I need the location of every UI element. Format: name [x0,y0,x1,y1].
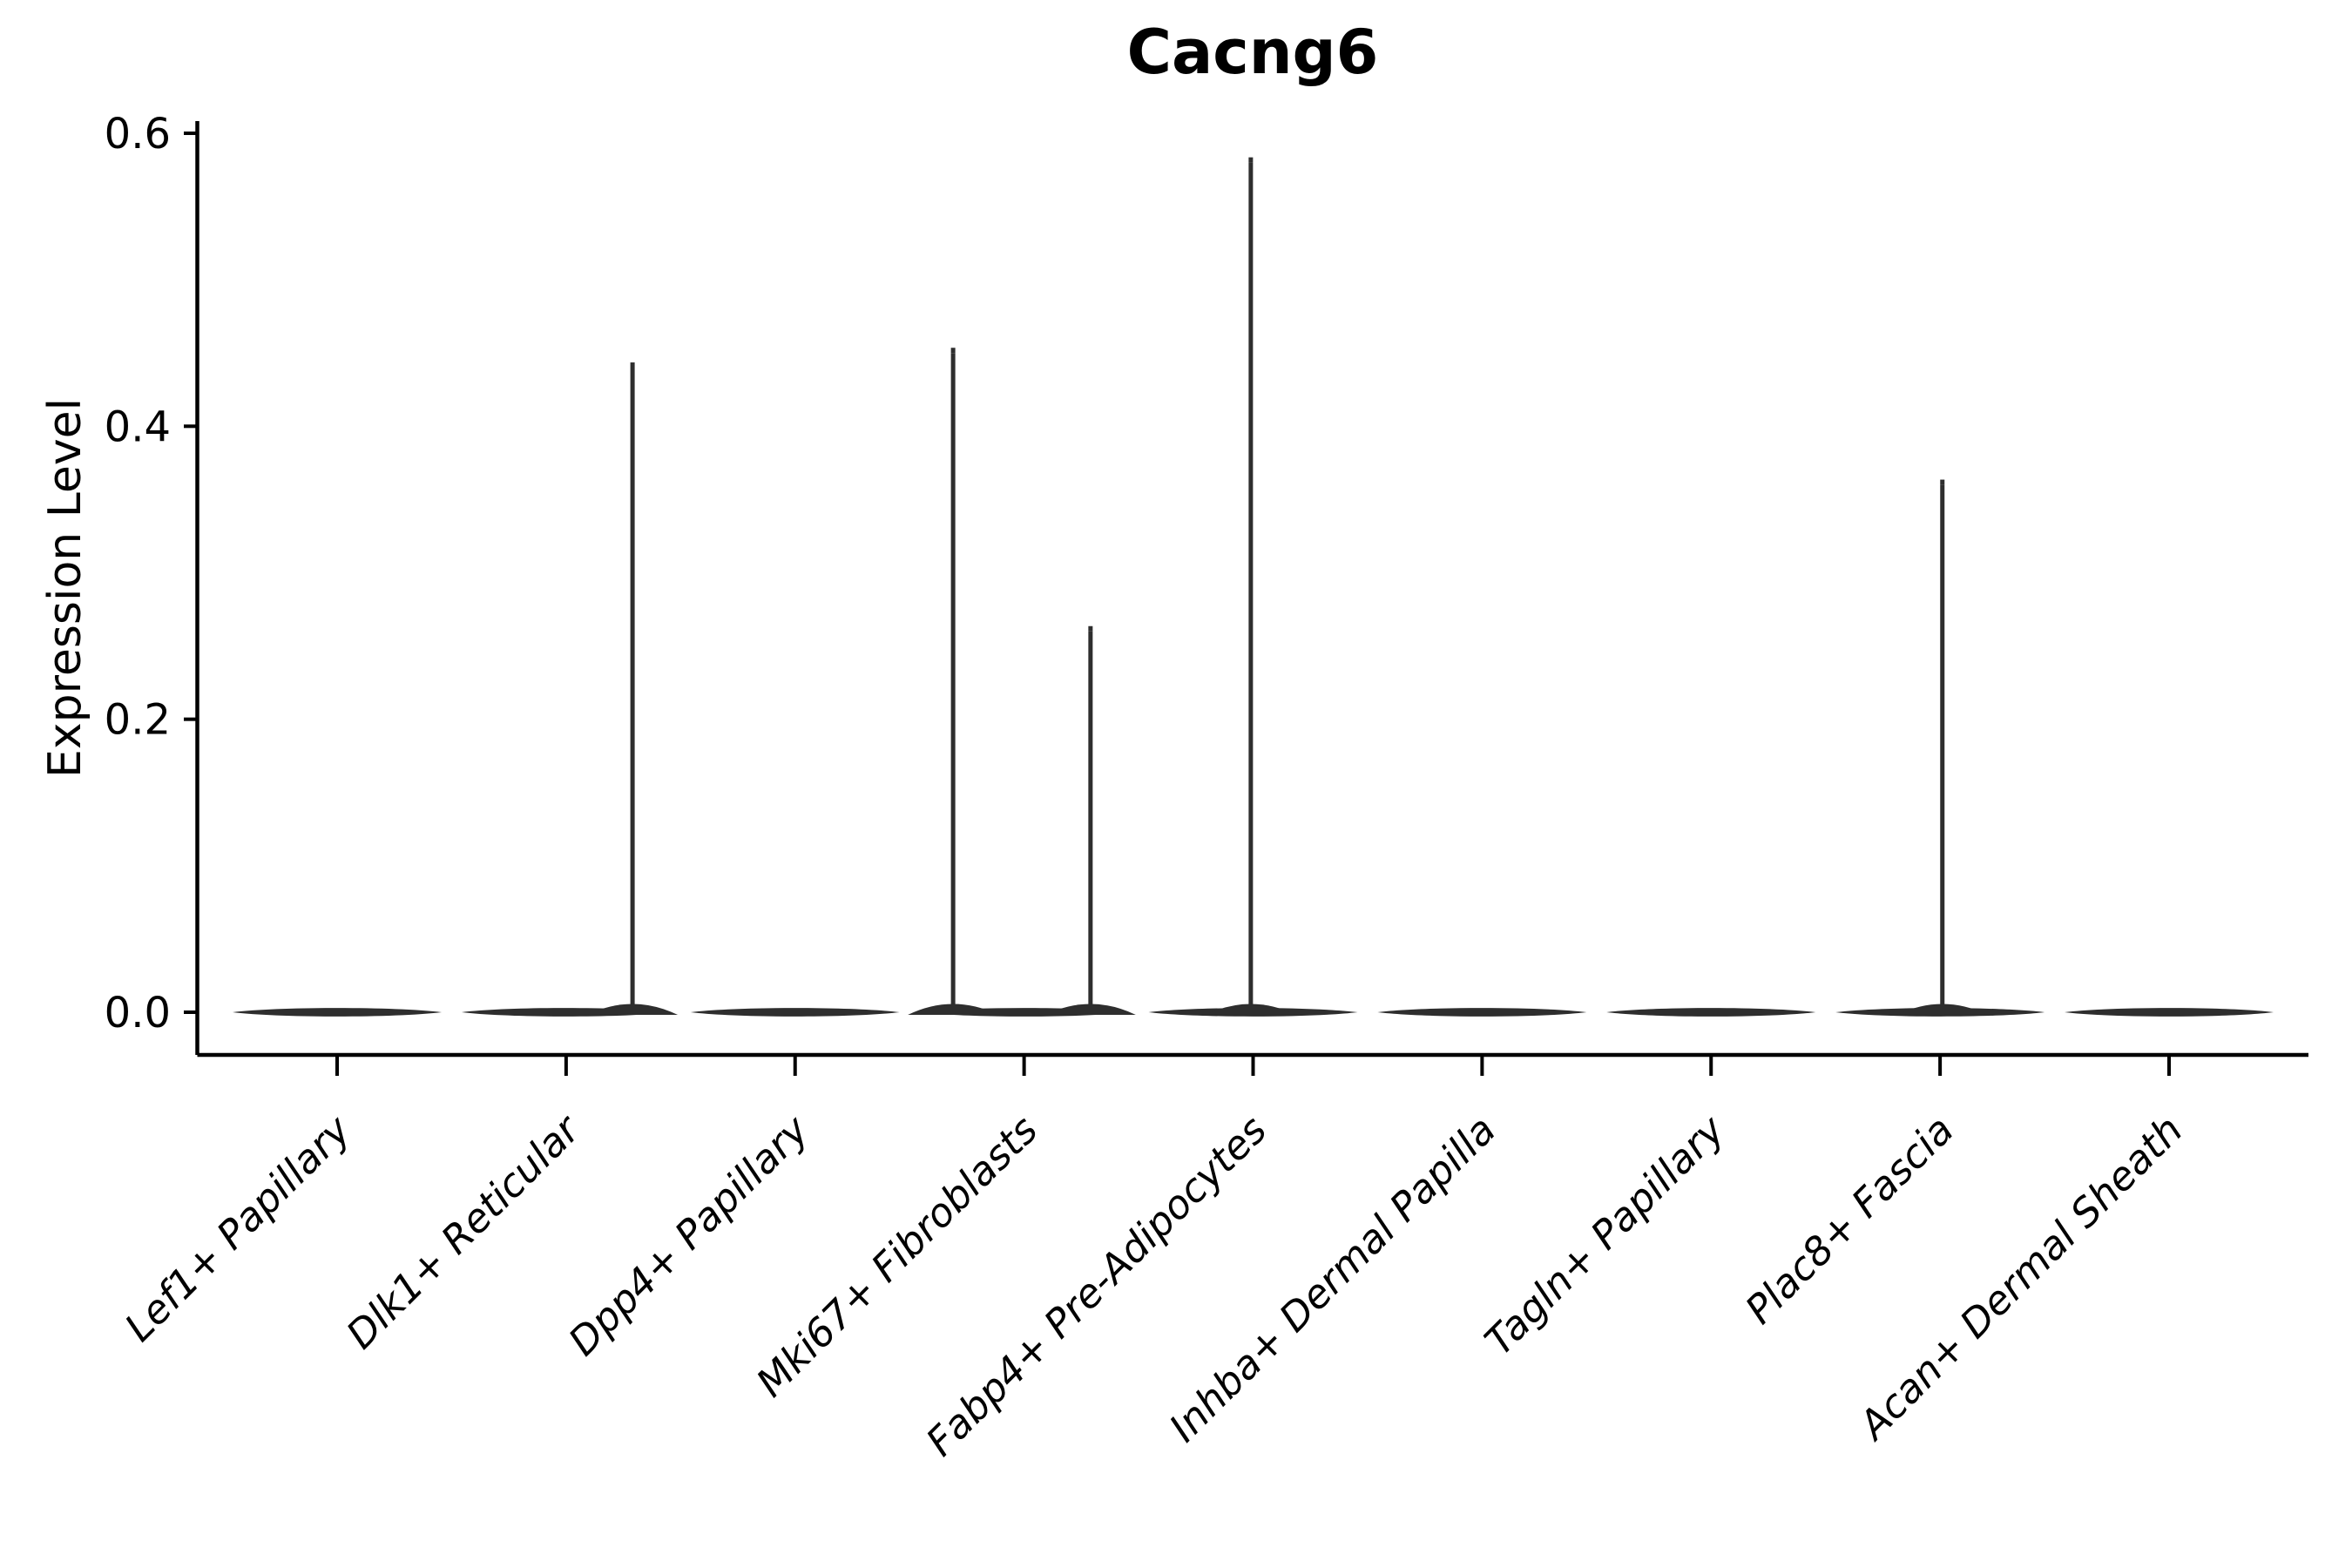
y-tick-label: 0.0 [105,989,171,1037]
violin-group [908,348,1136,1017]
y-tick-label: 0.4 [105,402,171,451]
violin-group [1148,157,1358,1017]
violin-spike-flare [587,1004,679,1015]
violin-body [690,1008,900,1017]
violin-group [1606,1008,1816,1017]
x-tick-label: Lef1+ Papillary [116,1105,361,1350]
x-tick-label: Tagln+ Papillary [1476,1105,1734,1364]
violin-spike-flare [1044,1004,1136,1015]
y-tick-label: 0.2 [105,696,171,745]
violin-group [690,1008,900,1017]
x-tick-label: Dpp4+ Papillary [559,1105,818,1364]
violin-body [1377,1008,1587,1017]
y-tick-label: 0.6 [105,110,171,159]
violin-body [1606,1008,1816,1017]
violin-group [461,362,679,1017]
x-tick-label: Dlk1+ Reticular [337,1105,590,1358]
x-tick-label: Plac8+ Fascia [1736,1106,1963,1333]
violin-body [233,1008,442,1017]
plot-title: Cacng6 [1127,17,1379,88]
y-axis-ticks: 0.0 0.2 0.4 0.6 [105,110,198,1037]
violin-spike-flare [1896,1004,1988,1015]
violin-spike-flare [908,1004,999,1015]
violin-group [1377,1008,1587,1017]
violin-group [233,1008,442,1017]
violins-layer [233,157,2274,1017]
violin-spike-flare [1205,1004,1296,1015]
violin-body [2065,1008,2274,1017]
y-axis-label: Expression Level [39,398,91,778]
violin-group [2065,1008,2274,1017]
violin-group [1835,479,2045,1017]
